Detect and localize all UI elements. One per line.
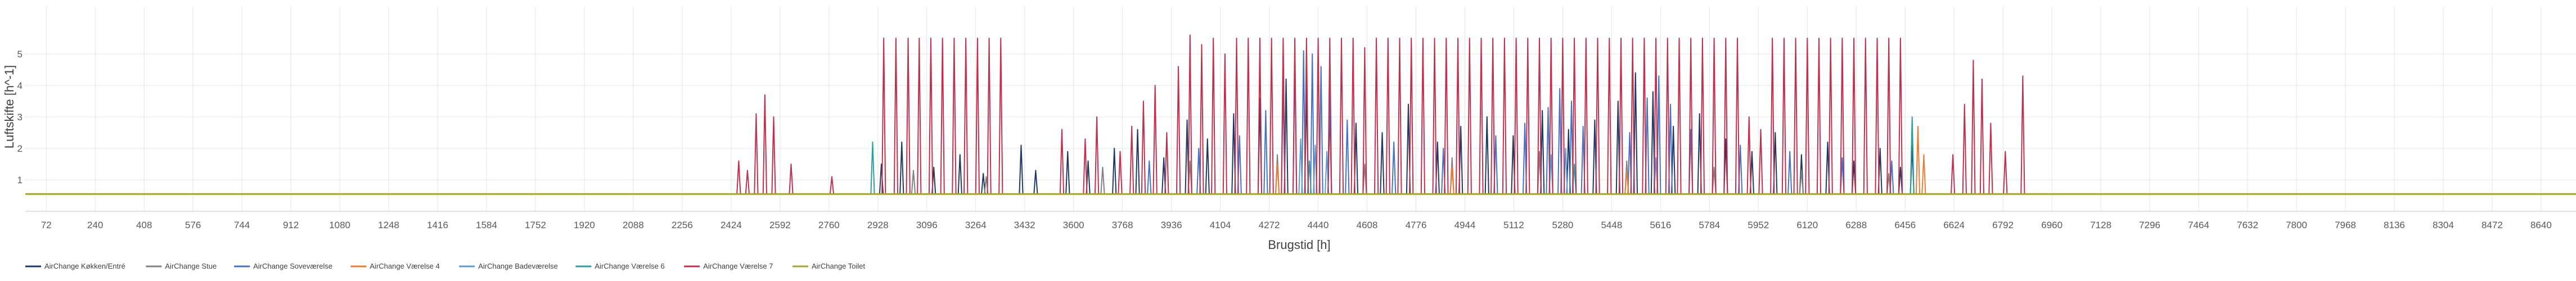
x-tick-label: 6624 <box>1943 220 1965 230</box>
x-tick-label: 8640 <box>2530 220 2552 230</box>
legend-entry: AirChange Værelse 4 <box>370 262 439 270</box>
x-tick-label: 7632 <box>2237 220 2258 230</box>
x-tick-label: 4440 <box>1308 220 1329 230</box>
series-line-airchange-badeværelse <box>25 138 2576 195</box>
legend-entry: AirChange Køkken/Entré <box>44 262 125 270</box>
y-tick-label: 4 <box>17 80 22 91</box>
legend-entry: AirChange Værelse 6 <box>595 262 664 270</box>
x-tick-label: 7968 <box>2335 220 2356 230</box>
y-tick-label: 2 <box>17 143 22 154</box>
y-axis-ticks: 1 2 3 4 5 <box>17 49 22 185</box>
y-axis-title: Luftskifte [h^-1] <box>2 65 16 149</box>
x-tick-label: 6792 <box>1992 220 2014 230</box>
x-tick-label: 3936 <box>1161 220 1182 230</box>
y-tick-label: 1 <box>17 175 22 185</box>
x-tick-label: 5112 <box>1503 220 1524 230</box>
x-tick-label: 2760 <box>818 220 840 230</box>
series-line-airchange-køkken-entr <box>25 72 2576 195</box>
x-tick-label: 2592 <box>769 220 791 230</box>
x-tick-label: 6960 <box>2041 220 2062 230</box>
legend-entry: AirChange Stue <box>165 262 217 270</box>
x-tick-label: 3264 <box>965 220 987 230</box>
x-tick-label: 5616 <box>1650 220 1671 230</box>
x-tick-label: 5784 <box>1699 220 1720 230</box>
x-tick-label: 576 <box>185 220 201 230</box>
legend-entry: AirChange Soveværelse <box>253 262 332 270</box>
series-lines <box>25 34 2576 195</box>
x-tick-label: 72 <box>41 220 52 230</box>
gridlines <box>25 7 2576 212</box>
x-tick-label: 3096 <box>916 220 938 230</box>
x-axis-title: Brugstid [h] <box>1268 238 1330 252</box>
y-tick-label: 3 <box>17 112 22 123</box>
x-tick-label: 1752 <box>525 220 546 230</box>
x-tick-label: 4944 <box>1454 220 1476 230</box>
x-tick-label: 7296 <box>2139 220 2160 230</box>
x-tick-label: 1920 <box>574 220 595 230</box>
x-tick-label: 8304 <box>2433 220 2454 230</box>
x-tick-label: 1248 <box>378 220 399 230</box>
x-tick-label: 6456 <box>1894 220 1916 230</box>
series-line-airchange-soveværelse <box>25 50 2576 195</box>
x-tick-label: 2088 <box>623 220 644 230</box>
x-tick-label: 1584 <box>476 220 497 230</box>
x-tick-label: 2256 <box>672 220 693 230</box>
series-line-airchange-værelse-7 <box>25 34 2576 195</box>
x-tick-label: 912 <box>283 220 299 230</box>
x-tick-label: 2424 <box>720 220 742 230</box>
x-tick-label: 4776 <box>1406 220 1427 230</box>
legend-entry: AirChange Toilet <box>812 262 866 270</box>
x-axis-ticks: 72 240 408 576 744 912 1080 1248 1416 1584 1752 192… <box>41 220 2552 230</box>
x-tick-label: 5280 <box>1552 220 1574 230</box>
x-tick-label: 1416 <box>427 220 448 230</box>
x-tick-label: 408 <box>136 220 152 230</box>
x-tick-label: 744 <box>234 220 250 230</box>
legend-entry: AirChange Værelse 7 <box>703 262 773 270</box>
x-tick-label: 7128 <box>2090 220 2111 230</box>
x-tick-label: 6120 <box>1796 220 1818 230</box>
x-tick-label: 240 <box>87 220 103 230</box>
x-tick-label: 3432 <box>1014 220 1035 230</box>
x-tick-label: 1080 <box>329 220 350 230</box>
y-tick-label: 5 <box>17 49 22 60</box>
series-line-airchange-værelse-4 <box>25 125 2576 195</box>
x-tick-label: 3600 <box>1063 220 1084 230</box>
legend: AirChange Køkken/Entré AirChange Stue AirC… <box>25 262 866 270</box>
x-tick-label: 4272 <box>1259 220 1280 230</box>
series-line-airchange-stue <box>25 151 2576 195</box>
x-tick-label: 7800 <box>2286 220 2307 230</box>
x-tick-label: 5448 <box>1601 220 1622 230</box>
x-tick-label: 4104 <box>1210 220 1231 230</box>
x-tick-label: 4608 <box>1357 220 1378 230</box>
x-tick-label: 5952 <box>1748 220 1769 230</box>
x-tick-label: 2928 <box>867 220 889 230</box>
x-tick-label: 8472 <box>2482 220 2503 230</box>
x-tick-label: 8136 <box>2384 220 2405 230</box>
legend-entry: AirChange Badeværelse <box>478 262 558 270</box>
x-tick-label: 6288 <box>1845 220 1867 230</box>
x-tick-label: 3768 <box>1112 220 1133 230</box>
x-tick-label: 7464 <box>2188 220 2209 230</box>
